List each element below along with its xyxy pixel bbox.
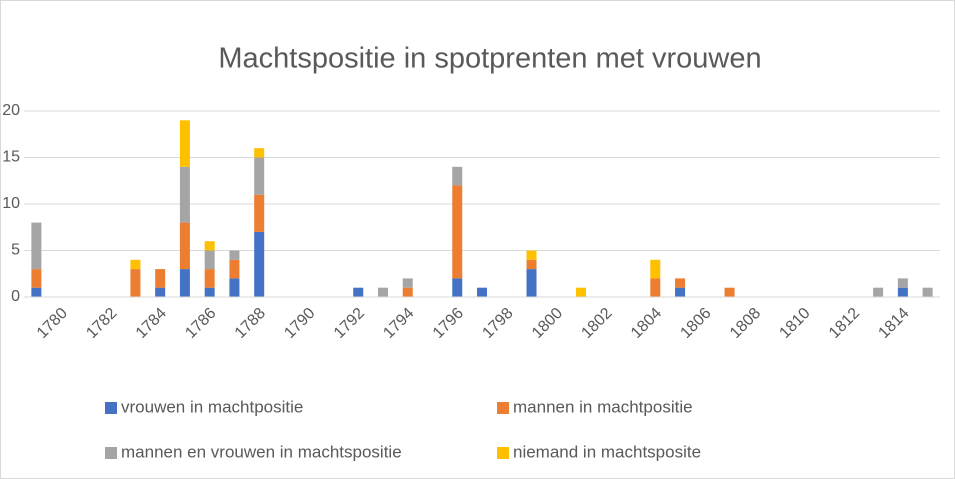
bar-segment: [650, 259, 661, 279]
bar-segment: [452, 166, 463, 186]
bar-segment: [31, 269, 42, 288]
bar-segment: [897, 287, 908, 297]
legend-swatch: [497, 447, 509, 459]
y-tick-label: 5: [11, 242, 20, 259]
bar-segment: [675, 278, 686, 288]
legend-swatch: [105, 447, 117, 459]
bar-segment: [452, 185, 463, 279]
bar-segment: [452, 278, 463, 297]
legend-swatch: [105, 402, 117, 414]
bar-segment: [873, 287, 884, 297]
bar-segment: [526, 259, 537, 270]
bar-segment: [402, 287, 413, 297]
legend-label: niemand in machtsposite: [513, 442, 701, 461]
legend-swatch: [497, 402, 509, 414]
bar-segment: [155, 269, 166, 288]
y-tick-label: 10: [2, 195, 20, 212]
bar-segment: [179, 166, 190, 223]
bar-segment: [675, 287, 686, 297]
bar-segment: [31, 222, 42, 270]
bar-segment: [155, 287, 166, 297]
bar-segment: [130, 269, 141, 297]
y-tick-label: 0: [11, 288, 20, 305]
bar-segment: [179, 120, 190, 167]
bar-segment: [353, 287, 364, 297]
bar-segment: [897, 278, 908, 288]
bar-segment: [254, 148, 265, 158]
bar-segment: [204, 269, 215, 288]
y-tick-label: 20: [2, 102, 20, 119]
bar-segment: [576, 287, 587, 297]
bar-segment: [724, 287, 735, 297]
bar-segment: [229, 259, 240, 279]
bar-segment: [922, 287, 933, 297]
bar-segment: [526, 269, 537, 297]
legend-label: mannen en vrouwen in machtspositie: [121, 442, 402, 461]
bar-segment: [402, 278, 413, 288]
bar-segment: [229, 278, 240, 297]
bar-segment: [377, 287, 388, 297]
bar-segment: [31, 287, 42, 297]
bar-segment: [650, 278, 661, 297]
y-tick-label: 15: [2, 149, 20, 166]
bar-segment: [204, 287, 215, 297]
bar-segment: [204, 250, 215, 270]
bar-segment: [204, 241, 215, 251]
bar-segment: [130, 259, 141, 270]
bar-segment: [179, 269, 190, 297]
bar-segment: [179, 222, 190, 270]
bar-segment: [254, 157, 265, 195]
bar-segment: [254, 231, 265, 297]
chart-title: Machtspositie in spotprenten met vrouwen: [218, 43, 761, 75]
bar-segment: [526, 250, 537, 260]
legend-label: vrouwen in machtpositie: [121, 397, 303, 416]
legend-label: mannen in machtpositie: [513, 397, 693, 416]
bar-segment: [229, 250, 240, 260]
bar-segment: [254, 194, 265, 232]
bar-segment: [477, 287, 487, 297]
